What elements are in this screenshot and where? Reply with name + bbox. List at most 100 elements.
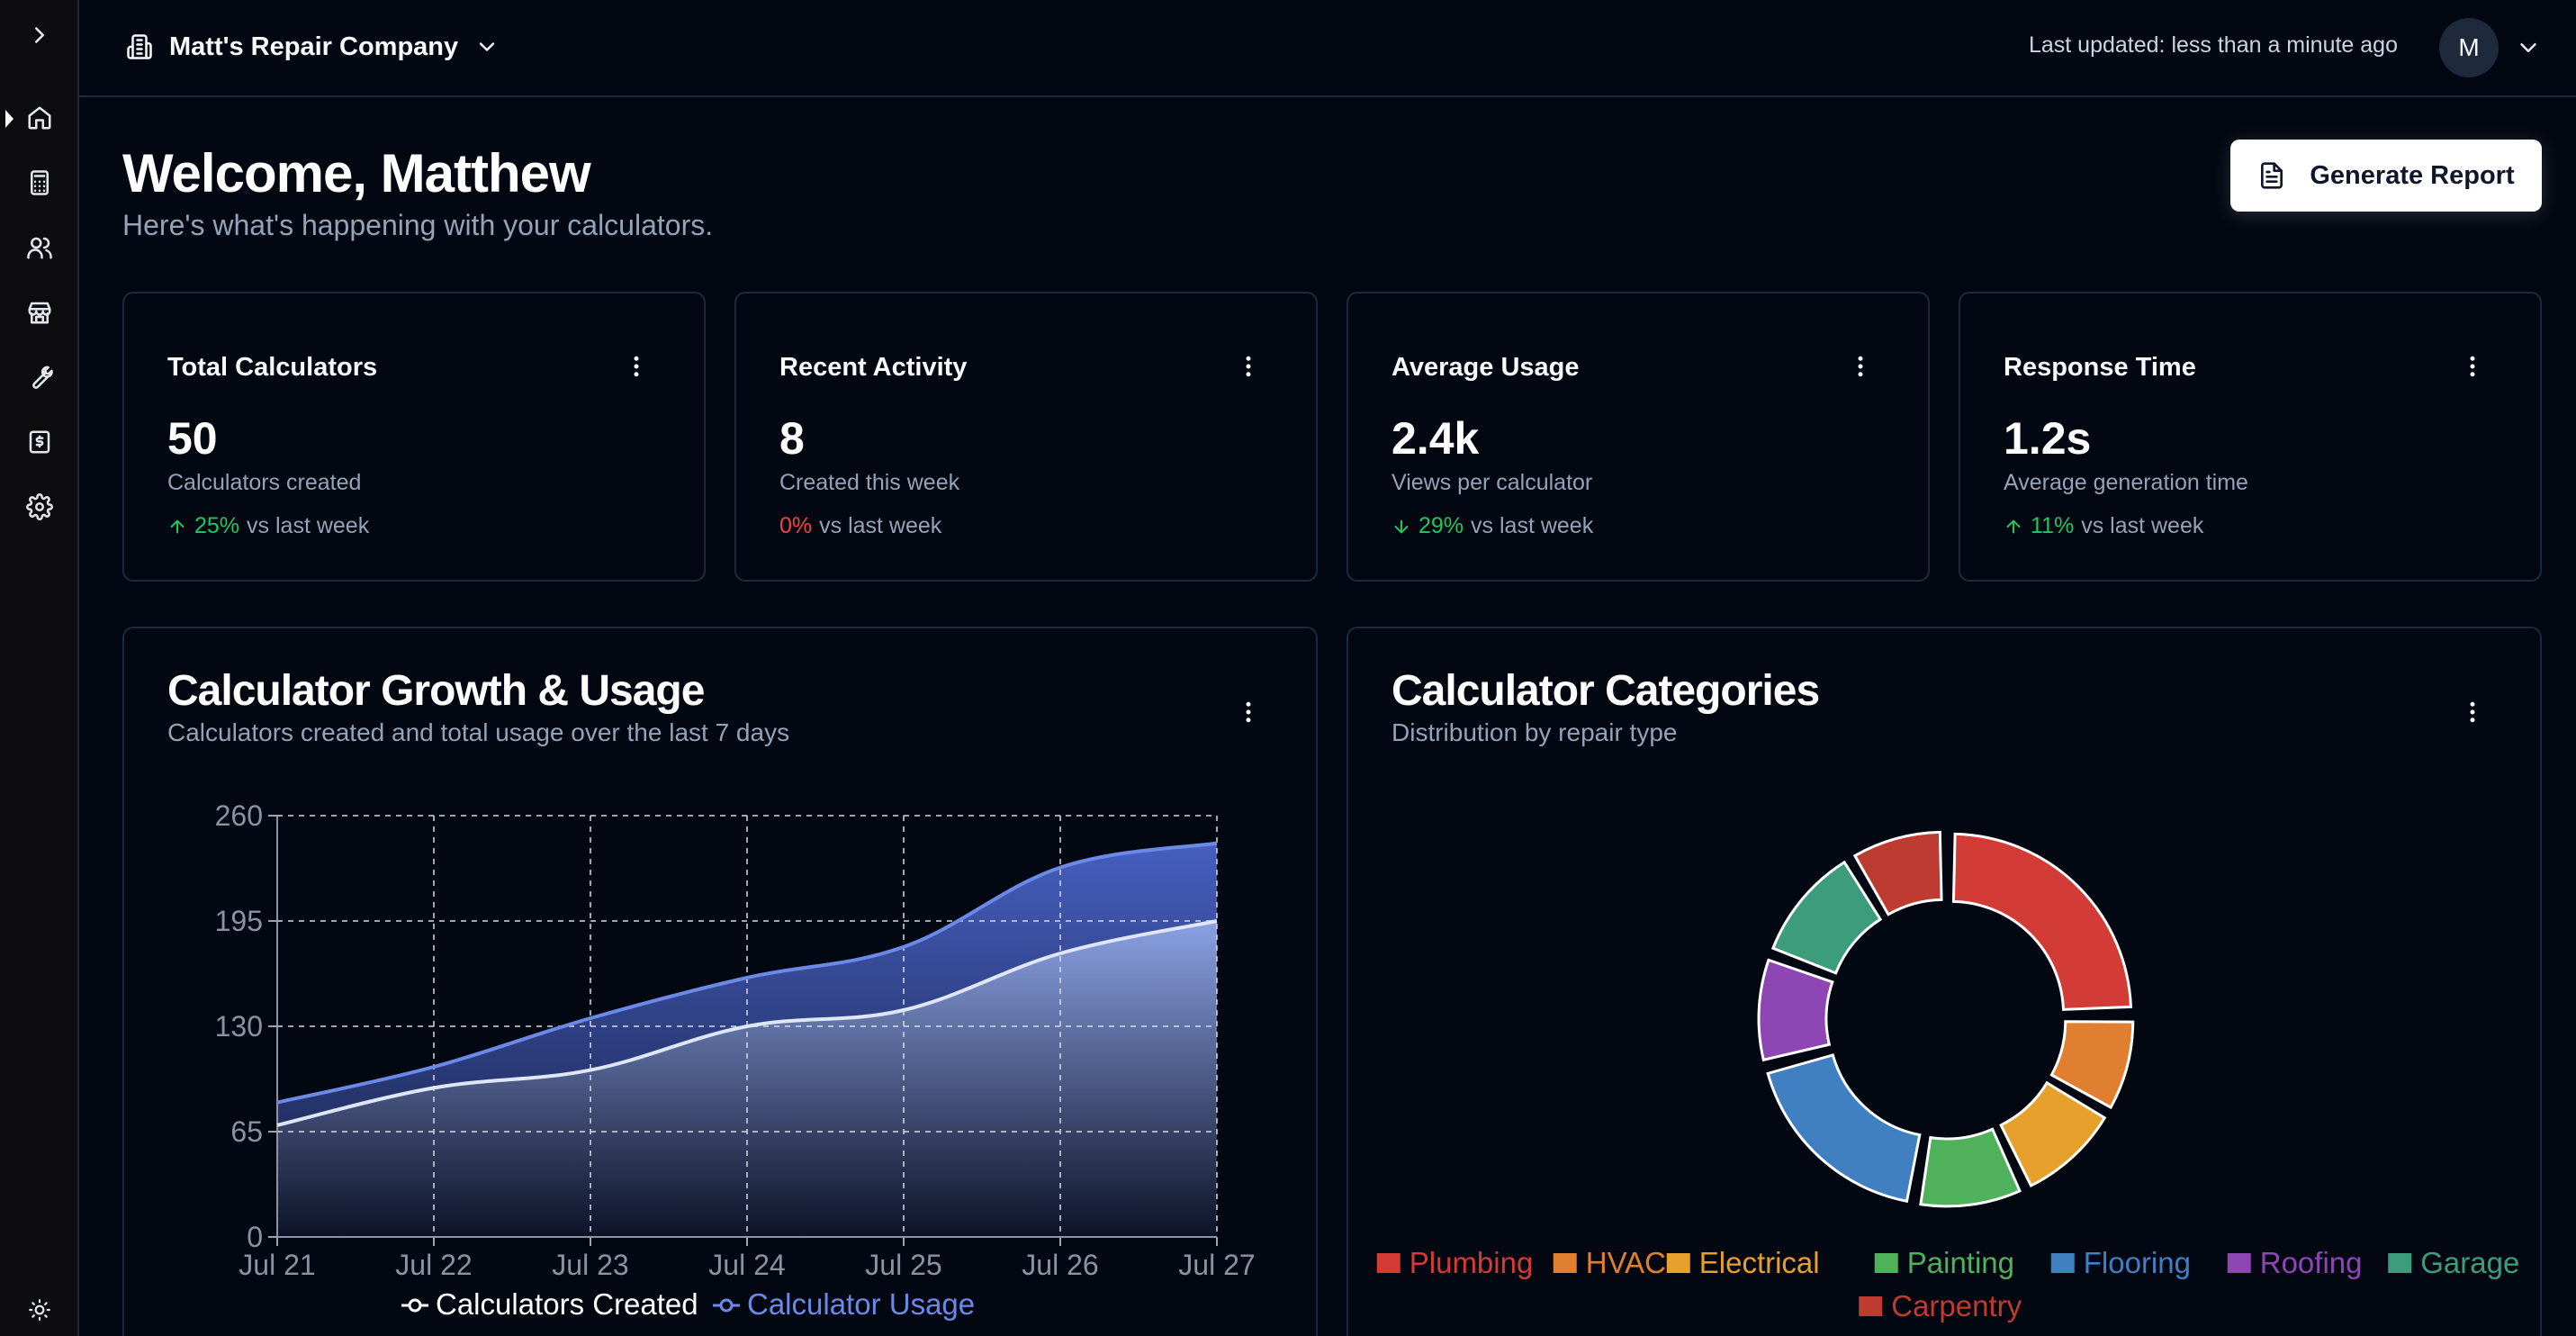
y-tick-label: 195 [215,905,263,937]
donut-slice-painting[interactable] [1919,1127,2022,1208]
stat-description: Created this week [779,470,960,495]
stat-trend: 11% vs last week [2004,513,2203,539]
legend-label[interactable]: HVAC [1586,1246,1666,1279]
more-options-icon[interactable] [2459,351,2486,382]
growth-chart-title: Calculator Growth & Usage [167,667,705,715]
chevron-down-icon[interactable] [2515,34,2542,61]
generate-report-label: Generate Report [2310,160,2515,190]
receipt-dollar-icon [29,430,50,454]
page-subtitle: Here's what's happening with your calcul… [122,209,714,241]
x-tick-label: Jul 24 [708,1249,785,1281]
stat-description: Average generation time [2004,470,2248,495]
theme-toggle-button[interactable] [17,1287,62,1332]
legend-label[interactable]: Garage [2420,1246,2519,1279]
users-icon [27,237,52,259]
stat-card: Response Time 1.2s Average generation time… [1959,292,2542,582]
x-tick-label: Jul 25 [865,1249,941,1281]
stat-trend-percent: 29% [1419,513,1464,538]
legend-swatch [1666,1253,1690,1273]
arrow-up-icon [2006,519,2021,533]
active-indicator [5,110,14,128]
donut-slice-garage[interactable] [1770,860,1883,975]
wrench-icon [32,366,53,389]
x-tick-label: Jul 27 [1178,1249,1255,1281]
stat-trend-suffix: vs last week [2081,513,2204,538]
settings-icon [26,493,53,520]
donut-slice-electrical[interactable] [1999,1080,2107,1187]
chevron-right-icon [35,27,44,43]
sidebar-item-store[interactable] [17,290,62,335]
stat-value: 8 [779,413,805,464]
stat-description: Views per calculator [1392,470,1593,495]
legend-swatch [2050,1253,2075,1273]
more-options-icon[interactable] [1235,351,1262,382]
stat-trend-suffix: vs last week [819,513,942,538]
donut-slice-hvac[interactable] [2049,1020,2135,1110]
last-updated-text: Last updated: less than a minute ago [2028,32,2398,58]
sidebar-item-calculators[interactable] [17,160,62,205]
company-switcher[interactable]: Matt's Repair Company [126,22,500,72]
more-options-icon[interactable] [2459,697,2486,727]
stat-trend-percent: 11% [2031,513,2075,538]
legend-swatch [1874,1253,1898,1273]
sidebar-item-settings[interactable] [17,484,62,529]
legend-marker-dot [408,1298,422,1313]
legend-marker-dot [719,1298,734,1313]
expand-sidebar-button[interactable] [17,13,62,58]
x-tick-label: Jul 23 [552,1249,628,1281]
growth-chart-subtitle: Calculators created and total usage over… [167,718,790,746]
sidebar-item-billing[interactable] [17,420,62,465]
donut-chart: Plumbing HVAC Electrical Painting Flooring Ro… [1376,830,2519,1322]
arrow-down-icon [1394,519,1409,533]
legend-label[interactable]: Roofing [2260,1246,2363,1279]
arrow-up-icon [170,519,185,533]
generate-report-button[interactable]: Generate Report [2230,140,2542,212]
legend-label[interactable]: Calculator Usage [747,1287,975,1321]
stat-card: Average Usage 2.4k Views per calculator 29%… [1347,292,1930,582]
stat-card: Recent Activity 8 Created this week 0% vs la… [734,292,1318,582]
chevron-down-icon [479,42,495,51]
stat-trend-suffix: vs last week [247,513,370,538]
legend-swatch [1376,1253,1401,1273]
legend-label[interactable]: Calculators Created [436,1287,698,1321]
stat-title: Total Calculators [167,353,378,382]
sidebar-item-users[interactable] [17,225,62,270]
usage-line [276,841,1218,1105]
home-icon [28,106,51,130]
user-avatar[interactable]: M [2439,18,2499,77]
stat-value: 1.2s [2004,413,2092,464]
stat-trend: 0% vs last week [779,513,941,539]
stat-description: Calculators created [167,470,362,495]
store-icon [28,302,51,324]
x-tick-label: Jul 21 [239,1249,315,1281]
legend-label[interactable]: Carpentry [1891,1289,2022,1322]
legend-label[interactable]: Plumbing [1410,1246,1534,1279]
more-options-icon[interactable] [1847,351,1874,382]
stat-title: Recent Activity [779,353,968,382]
stat-card: Total Calculators 50 Calculators created 25… [122,292,706,582]
legend-swatch [2388,1253,2412,1273]
donut-slice-flooring[interactable] [1766,1053,1922,1203]
donut-slice-roofing[interactable] [1757,958,1834,1062]
y-tick-label: 0 [247,1221,263,1253]
stat-value: 50 [167,413,218,464]
more-options-icon[interactable] [1235,697,1262,727]
donut-slice-plumbing[interactable] [1951,832,2133,1011]
sun-icon [29,1299,50,1321]
legend-swatch [2227,1253,2251,1273]
donut-slice-carpentry[interactable] [1852,830,1943,916]
more-options-icon[interactable] [623,351,650,382]
stat-trend: 29% vs last week [1392,513,1593,539]
company-name: Matt's Repair Company [169,32,459,61]
x-tick-label: Jul 26 [1022,1249,1098,1281]
legend-label[interactable]: Painting [1907,1246,2014,1279]
created-line [276,919,1218,1127]
building-icon [127,34,152,59]
legend-label[interactable]: Flooring [2084,1246,2191,1279]
x-tick-label: Jul 22 [395,1249,472,1281]
sidebar-item-tools[interactable] [17,355,62,400]
stat-title: Response Time [2004,353,2196,382]
sidebar-item-home[interactable] [17,95,62,140]
legend-label[interactable]: Electrical [1699,1246,1820,1279]
page-title: Welcome, Matthew [122,143,591,203]
